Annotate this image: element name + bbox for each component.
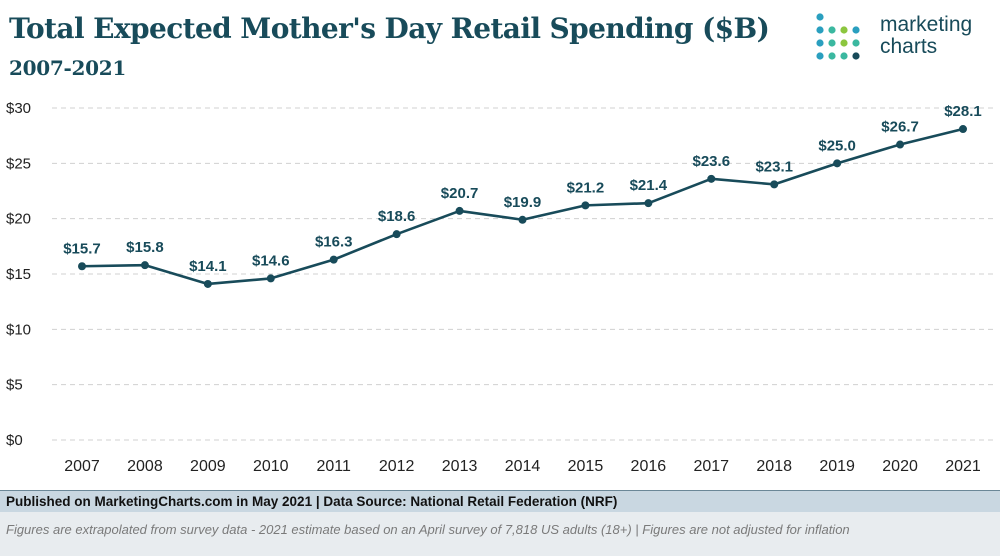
x-tick-label: 2021 <box>945 458 981 475</box>
y-tick-label: $30 <box>6 100 31 117</box>
x-tick-label: 2015 <box>568 458 604 475</box>
x-tick-label: 2011 <box>317 458 352 475</box>
data-label: $16.3 <box>315 234 353 251</box>
data-label: $26.7 <box>881 119 919 136</box>
data-point <box>581 201 590 210</box>
logo-dot <box>840 26 848 34</box>
logo-dot <box>816 52 824 60</box>
data-point <box>707 174 716 183</box>
data-label: $20.7 <box>441 185 479 202</box>
y-tick-label: $10 <box>6 321 31 338</box>
data-label: $19.9 <box>504 194 542 211</box>
data-point <box>833 159 842 168</box>
data-label: $15.8 <box>126 239 164 256</box>
data-point <box>644 199 653 208</box>
logo-dot <box>840 39 848 47</box>
data-label: $21.2 <box>567 179 605 196</box>
x-tick-label: 2020 <box>882 458 918 475</box>
x-tick-label: 2018 <box>756 458 792 475</box>
logo-dots-icon <box>816 13 860 60</box>
methodology-note: Figures are extrapolated from survey dat… <box>0 512 1000 556</box>
x-tick-label: 2019 <box>819 458 855 475</box>
data-point <box>266 274 275 283</box>
x-tick-label: 2007 <box>64 458 100 475</box>
logo-dot <box>852 39 860 47</box>
data-label: $15.7 <box>63 240 101 257</box>
line-chart: $0 $5 $10 $15 $20 $25 $30 2007 2008 2009 2010 2011 2… <box>6 100 996 475</box>
data-label: $14.1 <box>189 258 227 275</box>
logo-dot <box>828 52 836 60</box>
y-tick-label: $15 <box>6 266 31 283</box>
x-tick-label: 2017 <box>693 458 729 475</box>
data-point <box>392 230 401 239</box>
y-tick-label: $5 <box>6 377 23 394</box>
data-point <box>140 261 149 270</box>
x-tick-label: 2010 <box>253 458 289 475</box>
y-tick-label: $25 <box>6 155 31 172</box>
logo-line-1: marketing <box>880 13 973 36</box>
data-point <box>329 255 338 264</box>
logo-dot <box>816 26 824 34</box>
marketingcharts-logo[interactable]: marketing charts <box>816 12 986 62</box>
data-point <box>203 279 212 288</box>
logo-dot <box>816 13 824 21</box>
chart-title: Total Expected Mother's Day Retail Spend… <box>9 12 770 45</box>
data-label: $18.6 <box>378 208 416 225</box>
x-tick-label: 2009 <box>190 458 226 475</box>
y-tick-label: $20 <box>6 211 31 228</box>
data-label: $23.1 <box>755 158 793 175</box>
logo-dot <box>852 52 860 60</box>
x-tick-label: 2012 <box>379 458 415 475</box>
chart-subtitle: 2007-2021 <box>9 56 126 80</box>
logo-wordmark: marketing charts <box>880 14 972 58</box>
x-tick-label: 2008 <box>127 458 163 475</box>
logo-dot <box>840 52 848 60</box>
data-label: $14.6 <box>252 252 290 269</box>
y-tick-label: $0 <box>6 432 23 449</box>
source-footer: Published on MarketingCharts.com in May … <box>0 490 1000 512</box>
data-point <box>770 180 779 189</box>
x-tick-label: 2016 <box>631 458 667 475</box>
data-point <box>518 215 527 224</box>
x-tick-label: 2013 <box>442 458 478 475</box>
data-point <box>78 262 86 271</box>
logo-dot <box>852 26 860 34</box>
data-label: $21.4 <box>630 177 668 194</box>
logo-dot <box>828 26 836 34</box>
data-point <box>959 125 967 134</box>
data-point <box>455 206 464 215</box>
logo-dot <box>828 39 836 47</box>
data-point <box>896 140 905 149</box>
logo-dot <box>816 39 824 47</box>
data-label: $23.6 <box>693 153 731 170</box>
data-label: $25.0 <box>818 137 856 154</box>
x-tick-label: 2014 <box>505 458 541 475</box>
logo-line-2: charts <box>880 35 938 58</box>
data-label: $28.1 <box>944 103 982 120</box>
